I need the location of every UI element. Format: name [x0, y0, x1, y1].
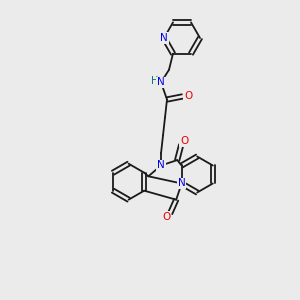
Text: O: O [184, 92, 192, 101]
Text: O: O [180, 136, 188, 146]
Text: N: N [157, 160, 165, 170]
Text: N: N [157, 77, 165, 87]
Text: N: N [160, 33, 168, 43]
Text: H: H [151, 76, 159, 86]
Text: O: O [162, 212, 170, 222]
Text: N: N [178, 178, 185, 188]
